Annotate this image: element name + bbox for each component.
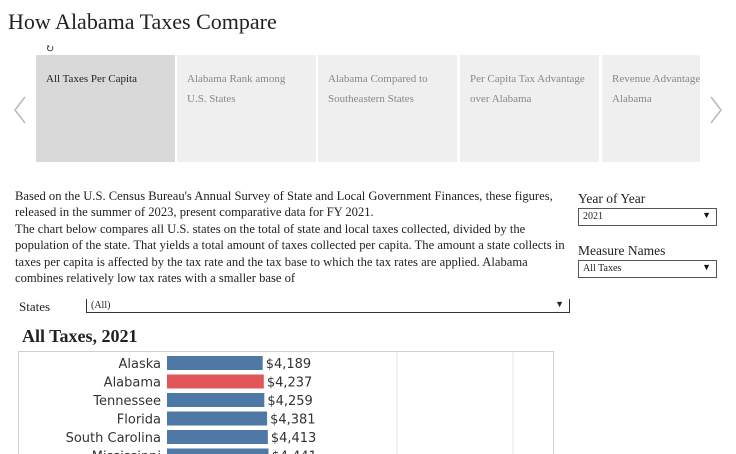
category-label: Alaska	[118, 357, 161, 372]
measure-dropdown[interactable]: All Taxes ▼	[578, 260, 717, 278]
tab-label: Alabama Compared to Southeastern States	[328, 73, 428, 105]
year-filter-label: Year of Year	[578, 191, 646, 206]
description-text: Based on the U.S. Census Bureau's Annual…	[15, 188, 568, 286]
caret-down-icon: ▼	[702, 210, 711, 220]
bar[interactable]	[167, 356, 263, 370]
data-label: $4,441	[271, 450, 317, 454]
data-label: $4,237	[267, 376, 313, 391]
year-dropdown[interactable]: 2021 ▼	[578, 208, 717, 226]
description-paragraph: Based on the U.S. Census Bureau's Annual…	[15, 189, 553, 220]
category-label: Florida	[117, 413, 161, 428]
refresh-icon: ↻	[45, 43, 55, 55]
data-label: $4,189	[266, 357, 312, 372]
chart-title: All Taxes, 2021	[22, 326, 138, 346]
category-label: South Carolina	[66, 431, 161, 446]
tab-alabama-rank[interactable]: Alabama Rank among U.S. States	[177, 55, 316, 162]
description-paragraph: The chart below compares all U.S. states…	[15, 221, 565, 286]
states-dropdown[interactable]: (All) ▼	[86, 299, 570, 313]
chart-frame: Alaska $4,189 Alabama $4,237 Tennessee $4,259…	[18, 351, 554, 454]
carousel-tabs: All Taxes Per Capita Alabama Rank among …	[36, 55, 700, 162]
bar[interactable]	[167, 448, 269, 454]
tab-label: All Taxes Per Capita	[46, 73, 137, 85]
category-label: Alabama	[104, 376, 161, 391]
year-dropdown-value: 2021	[583, 211, 603, 222]
states-filter-label: States	[19, 299, 51, 314]
tab-label: Per Capita Tax Advantage over Alabama	[470, 73, 585, 105]
caret-down-icon: ▼	[702, 262, 711, 272]
category-label: Tennessee	[92, 394, 161, 409]
tab-southeastern-states[interactable]: Alabama Compared to Southeastern States	[318, 55, 457, 162]
states-dropdown-value: (All)	[91, 300, 111, 311]
bar[interactable]	[167, 374, 264, 389]
chevron-left-icon[interactable]	[8, 90, 32, 130]
data-label: $4,381	[270, 413, 316, 428]
bar[interactable]	[167, 393, 265, 407]
measure-filter-label: Measure Names	[578, 243, 666, 258]
bar[interactable]	[167, 430, 268, 444]
category-label: Mississippi	[92, 450, 161, 454]
bar[interactable]	[167, 411, 268, 426]
page-title: How Alabama Taxes Compare	[8, 9, 277, 34]
tab-revenue-advantage[interactable]: Revenue Advantage Alabama	[602, 55, 700, 162]
bar-chart: Alaska $4,189 Alabama $4,237 Tennessee $4,259…	[66, 352, 514, 454]
measure-dropdown-value: All Taxes	[583, 263, 622, 274]
data-label: $4,413	[271, 431, 317, 446]
tab-per-capita-advantage[interactable]: Per Capita Tax Advantage over Alabama	[460, 55, 599, 162]
tab-label: Revenue Advantage Alabama	[612, 73, 700, 105]
data-label: $4,259	[267, 394, 313, 409]
chevron-right-icon[interactable]	[704, 90, 728, 130]
tab-label: Alabama Rank among U.S. States	[187, 73, 286, 105]
tab-all-taxes-per-capita[interactable]: All Taxes Per Capita	[36, 55, 175, 162]
caret-down-icon: ▼	[555, 299, 564, 309]
